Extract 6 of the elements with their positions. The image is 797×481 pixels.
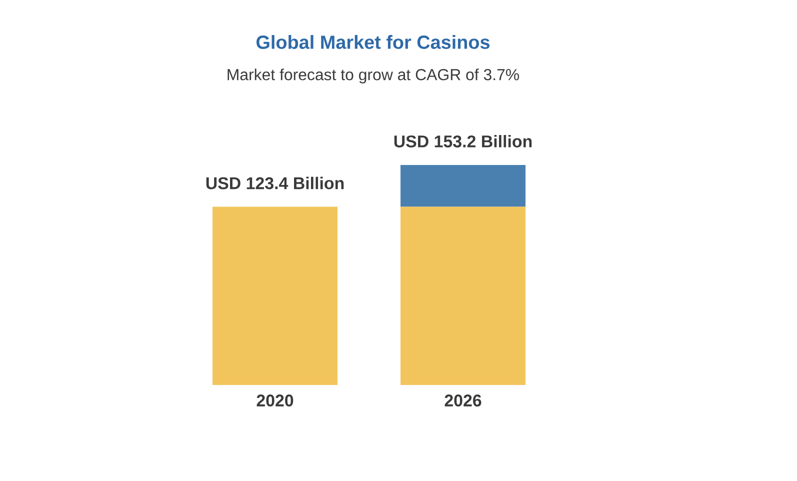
chart-title: Global Market for Casinos (256, 35, 490, 49)
chart-subtitle: Market forecast to grow at CAGR of 3.7% (228, 68, 520, 84)
total-label: USD 153.2 Billion (394, 135, 532, 148)
x-tick-label: 2020 (256, 394, 294, 407)
total-label: USD 123.4 Billion (206, 176, 344, 190)
x-tick-label: 2026 (444, 394, 482, 407)
